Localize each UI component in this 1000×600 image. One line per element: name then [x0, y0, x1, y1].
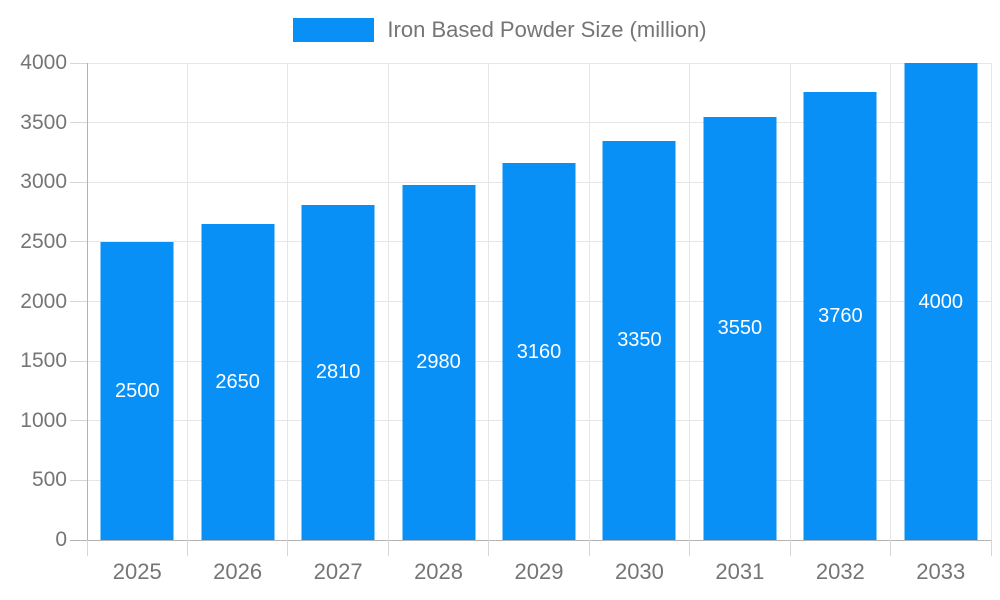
y-axis-tick: [70, 360, 87, 362]
y-axis-tick: [70, 420, 87, 422]
x-tick-label: 2030: [614, 559, 664, 584]
y-tick-label: 1500: [20, 349, 67, 373]
bar-2027: 2810: [301, 204, 375, 540]
x-tick-label: 2032: [815, 559, 865, 584]
gridline-vertical: [689, 63, 691, 540]
bar-2029: 3160: [502, 163, 576, 540]
y-tick-label: 3000: [20, 170, 67, 194]
x-tick-label: 2033: [916, 559, 966, 584]
x-axis-baseline: [87, 539, 991, 541]
gridline-vertical: [287, 63, 289, 540]
plot-area: 2500 2650 2810 2980 3160 3350 3550 3760 4000: [86, 62, 992, 541]
y-tick-label: 1000: [20, 408, 67, 432]
gridline-vertical: [990, 63, 992, 540]
y-tick-label: 2500: [20, 229, 67, 253]
gridline-vertical: [488, 63, 490, 540]
legend-label: Iron Based Powder Size (million): [387, 17, 707, 42]
x-axis-tick: [488, 540, 490, 556]
gridline-horizontal: [87, 62, 991, 64]
bar-2033: 4000: [904, 63, 978, 540]
x-axis-tick: [86, 540, 88, 556]
gridline-vertical: [890, 63, 892, 540]
bar-value-label: 2980: [416, 351, 461, 374]
x-axis-tick: [990, 540, 992, 556]
gridline-vertical: [789, 63, 791, 540]
y-axis-tick: [70, 479, 87, 481]
bar-value-label: 3760: [818, 304, 863, 327]
bar-2028: 2980: [402, 184, 476, 540]
x-axis-tick: [588, 540, 590, 556]
y-axis-tick: [70, 539, 87, 541]
y-axis-tick: [70, 122, 87, 124]
y-axis-tick: [70, 241, 87, 243]
gridline-vertical: [387, 63, 389, 540]
y-tick-label: 0: [55, 528, 67, 551]
y-axis-tick: [70, 301, 87, 302]
x-tick-label: 2028: [414, 559, 464, 584]
x-tick-label: 2031: [715, 559, 765, 584]
x-axis-tick: [287, 540, 289, 556]
x-axis-tick: [186, 540, 188, 556]
gridline-vertical: [186, 63, 188, 540]
x-axis-tick: [890, 540, 892, 556]
bar-value-label: 2810: [315, 361, 361, 384]
bar-2026: 2650: [201, 224, 275, 540]
bar-2030: 3350: [602, 140, 676, 540]
x-tick-label: 2027: [313, 559, 363, 584]
x-axis-tick: [387, 540, 389, 556]
x-tick-label: 2025: [112, 559, 162, 584]
bar-value-label: 2650: [215, 371, 260, 393]
gridline-vertical: [588, 63, 590, 540]
bar-2025: 2500: [100, 241, 174, 540]
y-tick-label: 500: [31, 468, 67, 492]
chart-legend: Iron Based Powder Size (million): [0, 16, 1000, 44]
x-axis-tick: [789, 540, 791, 556]
y-tick-label: 4000: [20, 51, 67, 74]
bar-value-label: 3550: [717, 317, 763, 340]
x-axis-tick: [689, 540, 691, 556]
legend-swatch: [293, 18, 375, 42]
y-tick-label: 3500: [20, 110, 67, 134]
bar-value-label: 3350: [617, 329, 662, 352]
x-tick-label: 2026: [213, 559, 263, 584]
bar-2032: 3760: [803, 91, 877, 540]
bar-value-label: 4000: [918, 290, 964, 313]
y-axis-line: [86, 63, 88, 540]
bar-value-label: 3160: [516, 340, 562, 363]
y-axis-tick: [70, 181, 87, 183]
bar-value-label: 2500: [114, 379, 160, 402]
gridline-horizontal: [87, 122, 991, 124]
x-tick-label: 2029: [514, 559, 564, 584]
y-axis-tick: [70, 62, 87, 64]
bar-2031: 3550: [703, 116, 777, 540]
y-tick-label: 2000: [20, 289, 67, 313]
